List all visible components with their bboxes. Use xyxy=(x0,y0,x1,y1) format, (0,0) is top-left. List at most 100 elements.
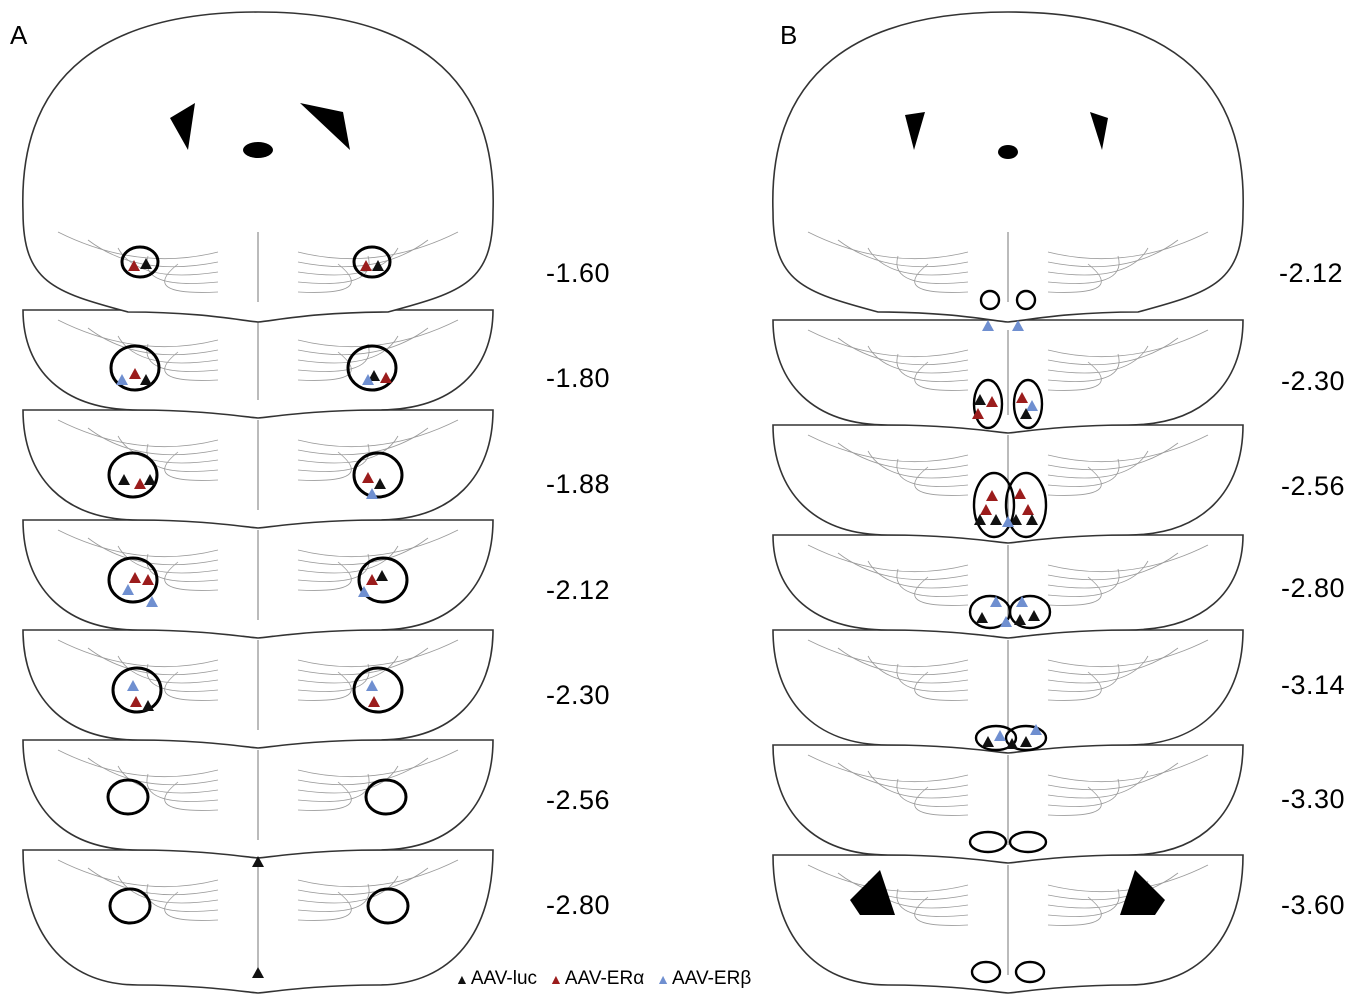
injection-marker xyxy=(1014,488,1026,499)
anatomy-line xyxy=(896,255,969,284)
region-outline xyxy=(1004,724,1048,752)
injection-marker xyxy=(1016,596,1028,607)
brain-section xyxy=(772,854,1244,994)
anatomy-line xyxy=(914,896,969,926)
region-outline xyxy=(352,451,404,499)
brain-section xyxy=(772,11,1244,323)
anatomy-line xyxy=(297,781,352,811)
injection-marker xyxy=(362,472,374,483)
anatomy-line xyxy=(117,875,219,904)
anatomy-line xyxy=(117,435,219,464)
injection-marker xyxy=(366,574,378,585)
anatomy-line xyxy=(87,757,219,786)
anatomy-line xyxy=(807,434,969,463)
brain-section xyxy=(22,309,494,419)
anatomy-line xyxy=(164,781,219,811)
anatomy-line xyxy=(297,451,352,481)
brain-section xyxy=(772,744,1244,864)
anatomy-line xyxy=(1047,544,1209,573)
anatomy-line xyxy=(914,361,969,391)
anatomy-line xyxy=(1047,655,1149,684)
section-coordinate: -1.60 xyxy=(546,258,611,288)
anatomy-line xyxy=(87,427,219,456)
section-coordinate: -2.80 xyxy=(546,890,611,920)
region-outline xyxy=(346,344,398,392)
third-ventricle xyxy=(998,145,1018,159)
injection-marker xyxy=(129,368,141,379)
brain-section xyxy=(22,849,494,994)
triangle-marker-icon: ▲ xyxy=(656,971,671,987)
anatomy-line xyxy=(164,671,219,701)
anatomy-line xyxy=(117,335,219,364)
anatomy-line xyxy=(867,450,969,479)
injection-marker xyxy=(358,586,370,597)
region-outline xyxy=(364,778,408,816)
anatomy-line xyxy=(297,255,370,284)
anatomy-line xyxy=(837,762,969,791)
injection-marker xyxy=(1022,504,1034,515)
injection-marker xyxy=(142,574,154,585)
triangle-marker-icon: ▲ xyxy=(455,971,469,987)
injection-marker xyxy=(1006,738,1018,749)
injection-marker xyxy=(982,736,994,747)
region-outline xyxy=(1012,378,1044,430)
anatomy-line xyxy=(297,765,399,794)
anatomy-line xyxy=(164,263,219,293)
region-outline xyxy=(1014,960,1046,984)
anatomy-line xyxy=(57,529,219,558)
legend-item-luc: ▲ AAV-luc xyxy=(455,968,537,990)
anatomy-line xyxy=(57,419,219,448)
region-outline xyxy=(1008,830,1048,854)
region-outline xyxy=(968,830,1008,854)
legend: ▲ AAV-luc ▲ AAV-ERα ▲ AAV-ERβ xyxy=(455,968,751,990)
injection-marker xyxy=(1002,516,1014,527)
legend-label: AAV-luc xyxy=(470,968,538,989)
region-outline xyxy=(970,960,1002,984)
injection-marker xyxy=(362,374,374,385)
anatomy-line xyxy=(297,749,459,778)
anatomy-line xyxy=(297,263,352,293)
anatomy-line xyxy=(1047,552,1179,581)
anatomy-line xyxy=(1047,263,1102,293)
injection-marker xyxy=(129,572,141,583)
anatomy-line xyxy=(837,337,969,366)
anatomy-line xyxy=(1047,560,1149,589)
injection-marker xyxy=(986,396,998,407)
injection-marker xyxy=(1028,610,1040,621)
anatomy-line xyxy=(57,859,219,888)
injection-marker xyxy=(116,374,128,385)
lateral-ventricle xyxy=(850,870,895,915)
anatomy-line xyxy=(1047,671,1102,701)
anatomy-line xyxy=(807,754,969,783)
region-outline xyxy=(974,724,1018,752)
anatomy-line xyxy=(837,239,969,268)
anatomy-line xyxy=(867,247,969,276)
anatomy-line xyxy=(914,263,969,293)
injection-marker xyxy=(990,596,1002,607)
region-outline xyxy=(366,887,410,925)
region-outline xyxy=(120,245,160,279)
region-outline xyxy=(108,887,152,925)
anatomy-line xyxy=(87,647,219,676)
injection-marker xyxy=(127,680,139,691)
anatomy-line xyxy=(87,327,219,356)
injection-marker xyxy=(1030,724,1042,735)
legend-item-er-beta: ▲ AAV-ERβ xyxy=(656,968,751,990)
section-coordinate: -2.56 xyxy=(546,785,611,815)
injection-marker xyxy=(140,374,152,385)
injection-marker xyxy=(144,474,156,485)
anatomy-line xyxy=(164,451,219,481)
region-outline xyxy=(107,451,159,499)
anatomy-line xyxy=(297,327,429,356)
anatomy-line xyxy=(1047,434,1209,463)
anatomy-line xyxy=(867,345,969,374)
anatomy-line xyxy=(896,778,969,807)
anatomy-line xyxy=(1047,458,1120,487)
anatomy-line xyxy=(297,891,352,921)
region-outline xyxy=(979,289,1001,311)
injection-marker xyxy=(372,260,384,271)
anatomy-line xyxy=(297,319,459,348)
anatomy-line xyxy=(914,786,969,816)
injection-marker xyxy=(366,680,378,691)
anatomy-line xyxy=(1047,639,1209,668)
